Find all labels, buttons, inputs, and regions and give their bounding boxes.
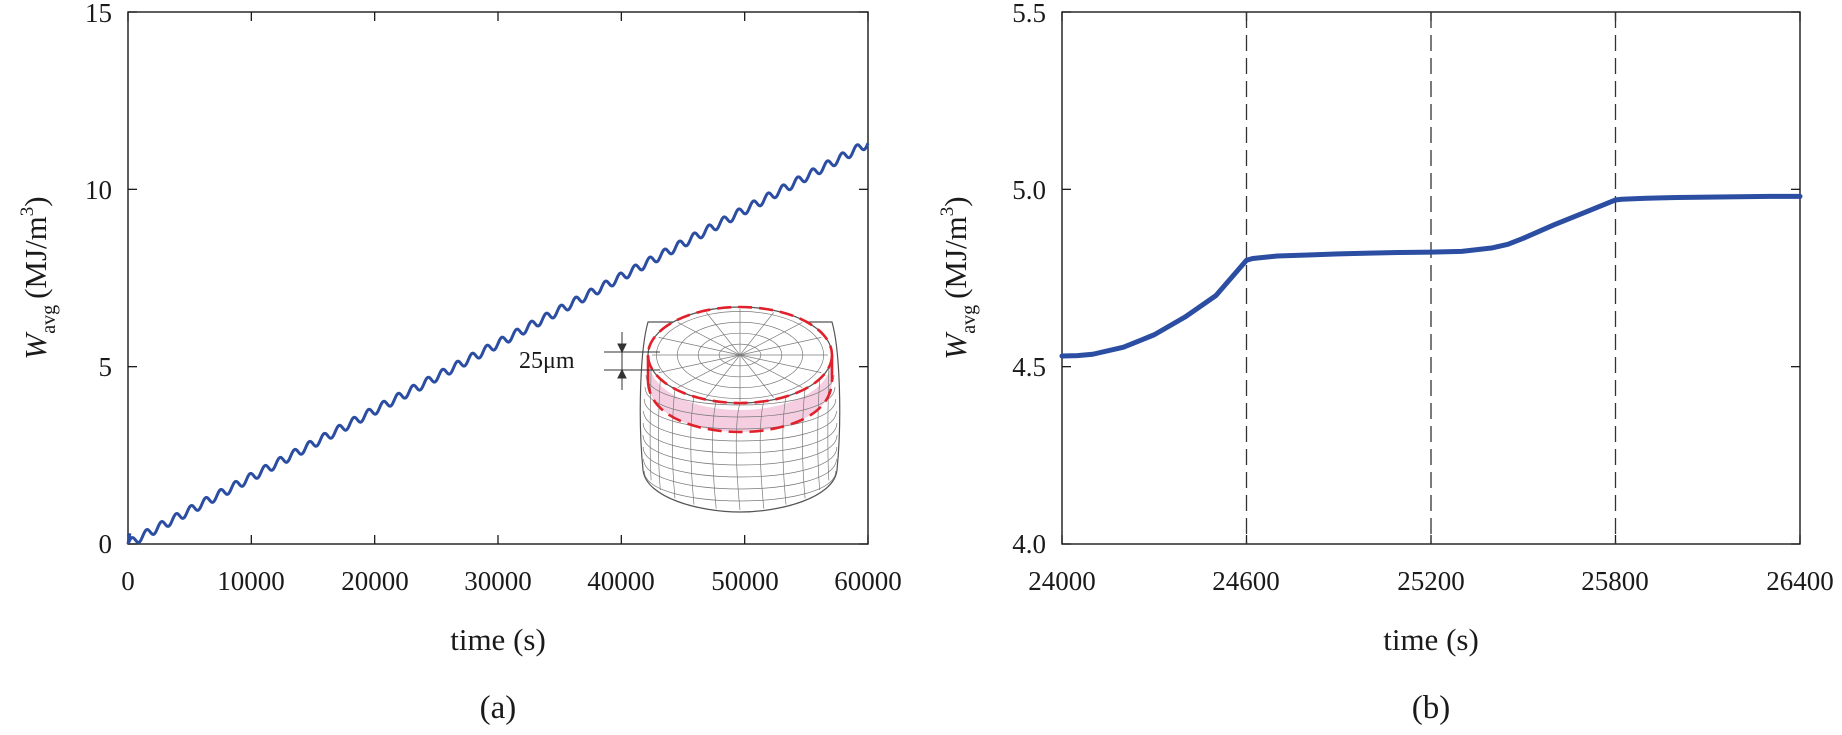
y-tick-label: 4.0 [1012, 529, 1046, 559]
x-tick-label: 24000 [1028, 566, 1096, 596]
mesh-grid [642, 367, 838, 512]
mesh-line [690, 396, 695, 505]
panel-b: 4.0 4.5 5.0 5.5 24000 24600 25200 25800 … [937, 0, 1834, 726]
mesh-line [735, 402, 741, 511]
y-tick-label: 0 [99, 529, 113, 559]
x-tick-label: 40000 [587, 566, 655, 596]
y-axis-label-a: Wavg(MJ/m3) [17, 196, 60, 359]
inset-mesh: 25μm [519, 305, 841, 513]
mesh-line [802, 388, 806, 499]
panel-a: 0 5 10 15 0 10000 20000 30000 40000 5000… [17, 0, 902, 726]
x-tick-label: 10000 [217, 566, 285, 596]
x-tick-label: 24600 [1212, 566, 1280, 596]
mesh-line [671, 388, 676, 499]
y-tick-label: 5 [99, 352, 113, 382]
y-tick-label: 5.5 [1012, 0, 1046, 28]
mesh-line [649, 367, 652, 481]
mesh-line [759, 401, 765, 509]
mesh-line [827, 367, 830, 481]
x-axis-label-b: time (s) [1383, 622, 1479, 657]
y-tick-label: 10 [85, 175, 112, 205]
panel-label-b: (b) [1412, 690, 1450, 726]
highlight-band [648, 357, 832, 432]
mesh-line [658, 337, 822, 373]
tick-marks-a [127, 11, 869, 545]
panel-label-a: (a) [480, 690, 517, 726]
x-tick-label: 20000 [341, 566, 409, 596]
x-tick-label: 25200 [1397, 566, 1465, 596]
mesh-line [643, 410, 837, 442]
dimension-label: 25μm [519, 348, 575, 374]
x-tick-label: 30000 [464, 566, 532, 596]
highlight-outline-bottom [646, 379, 834, 434]
dimension-marker [604, 332, 660, 390]
mesh-line [782, 396, 787, 505]
mesh-top-grid [652, 309, 828, 401]
y-tick-label: 5.0 [1012, 175, 1046, 205]
mesh-line [642, 434, 838, 466]
cycle-boundaries [1245, 12, 1617, 544]
mesh-line [712, 401, 717, 509]
x-tick-label: 25800 [1581, 566, 1649, 596]
mesh-line [642, 422, 838, 454]
x-tick-label: 60000 [834, 566, 902, 596]
mesh-line [643, 398, 837, 430]
x-tick-label: 0 [121, 566, 135, 596]
y-tick-label: 4.5 [1012, 352, 1046, 382]
series-line-a [126, 142, 870, 545]
x-axis-label-a: time (s) [450, 622, 546, 657]
x-tick-label: 26400 [1766, 566, 1834, 596]
series-line-b [1059, 193, 1803, 359]
mesh-line [658, 378, 661, 491]
mesh-line [645, 374, 835, 406]
mesh-line [643, 458, 837, 490]
mesh-line [642, 446, 838, 478]
x-tick-label: 50000 [711, 566, 779, 596]
y-axis-label-b: Wavg(MJ/m3) [937, 196, 980, 359]
mesh-line [643, 470, 837, 502]
y-tick-label: 15 [85, 0, 112, 28]
